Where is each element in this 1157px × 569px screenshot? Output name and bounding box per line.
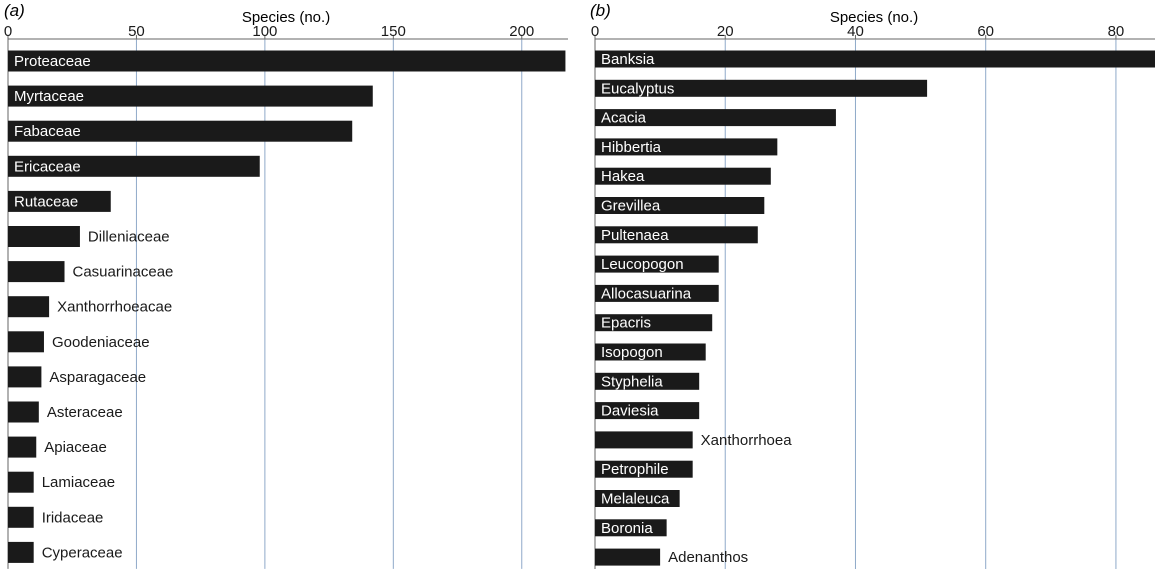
panel-a-tick-label: 200 [509,23,534,40]
panel-a-bar [8,541,34,563]
panel-a-x-axis-title: Species (no.) [242,9,330,26]
panel-b-bar [595,50,1155,68]
panel-b-bar [595,314,713,332]
panel-b-bar-label: Melaleuca [601,491,670,508]
panel-a-bar [8,436,37,458]
panel-a-bar-label: Dilleniaceae [88,229,170,246]
panel-a-bar-label: Asparagaceae [49,369,146,386]
panel-b-bar-label: Epacris [601,315,651,332]
panel-a-bar [8,85,373,107]
panel-a-bar [8,155,260,177]
panel-a-bar-label: Cyperaceae [42,544,123,561]
panel-a-bar-label: Goodeniaceae [52,334,150,351]
panel-b-bar-label: Adenanthos [668,549,748,566]
panel-b-bar-label: Eucalyptus [601,80,674,97]
panel-b-bar [595,372,700,390]
panel-b-bar [595,79,928,97]
panel-b-bar-label: Xanthorrhoea [701,432,793,449]
panel-a-bar [8,120,353,142]
panel-b-bar [595,519,667,537]
panel-a-tick-label: 100 [252,23,277,40]
panel-b-bar-label: Acacia [601,110,647,127]
panel-b-bar-label: Isopogon [601,344,663,361]
panel-b-bar [595,431,693,449]
panel-a-bar [8,226,80,247]
panel-a-bar-label: Asteraceae [47,404,123,421]
panel-a-bar-label: Iridaceae [42,509,104,526]
panel-b-bar [595,197,765,214]
panel-b-bar-label: Daviesia [601,403,659,420]
panel-b-bar [595,167,771,185]
panel-b-tick-label: 0 [591,23,599,40]
panel-b-bar [595,548,661,566]
panel-a-bar-label: Proteaceae [14,53,91,70]
panel-b-bar-label: Styphelia [601,373,663,390]
panel-b-bar [595,284,719,302]
panel-a-bar-label: Casuarinaceae [73,264,174,281]
panel-a-bar [8,366,42,388]
panel-b-tick-label: 20 [717,23,734,40]
panel-a-bar [8,471,34,493]
panel-b-bar [595,109,836,127]
panel-a-tick-label: 150 [381,23,406,40]
panel-b-bar-label: Boronia [601,520,653,537]
panel-b-bar [595,226,758,244]
panel-a-bar-label: Xanthorrhoeacae [57,299,172,316]
panel-b-tick-label: 40 [847,23,864,40]
panel-b-bar-label: Petrophile [601,461,669,478]
panel-a-tick-label: 0 [4,23,12,40]
panel-b-tick-label: 60 [977,23,994,40]
panel-a-bar [8,50,566,72]
panel-b-bar-label: Hibbertia [601,139,662,156]
panel-a-bar-label: Apiaceae [44,439,107,456]
panel-a-bar [8,331,44,353]
chart-panel-b: (b) Species (no.) 0 20 40 60 80 Banksia Eucaly… [590,1,1155,569]
panel-a-bar [8,190,111,212]
panel-a-bar-label: Ericaceae [14,158,81,175]
panel-a-bar [8,261,65,283]
panel-a-letter: (a) [4,1,25,20]
panel-b-letter: (b) [590,1,611,20]
panel-b-x-axis-title: Species (no.) [830,9,918,26]
panel-a-bar [8,401,39,423]
panel-b-bar-label: Leucopogon [601,256,684,273]
panel-a-bar [8,506,34,528]
panel-b-bar-label: Allocasuarina [601,285,692,302]
panel-a-bar [8,296,50,318]
panel-b-bar [595,138,778,156]
panel-b-bar-label: Pultenaea [601,227,669,244]
panel-a-bar-label: Fabaceae [14,123,81,140]
panel-a-bar-label: Myrtaceae [14,88,84,105]
panel-b-bar [595,460,693,478]
panel-a-bar-label: Rutaceae [14,193,78,210]
panel-b-bar [595,490,680,507]
panel-b-bar [595,402,700,420]
panel-b-bar-label: Banksia [601,51,655,68]
panel-a-bar-label: Lamiaceae [42,474,115,491]
panel-b-tick-label: 80 [1108,23,1125,40]
panel-b-bar [595,343,706,361]
panel-b-bar-label: Grevillea [601,198,661,215]
panel-a-tick-label: 50 [128,23,145,40]
panel-b-bar-label: Hakea [601,168,645,185]
panel-b-bar [595,255,719,273]
chart-panel-a: (a) Species (no.) 0 50 100 150 200 Proteaceae… [4,1,568,569]
